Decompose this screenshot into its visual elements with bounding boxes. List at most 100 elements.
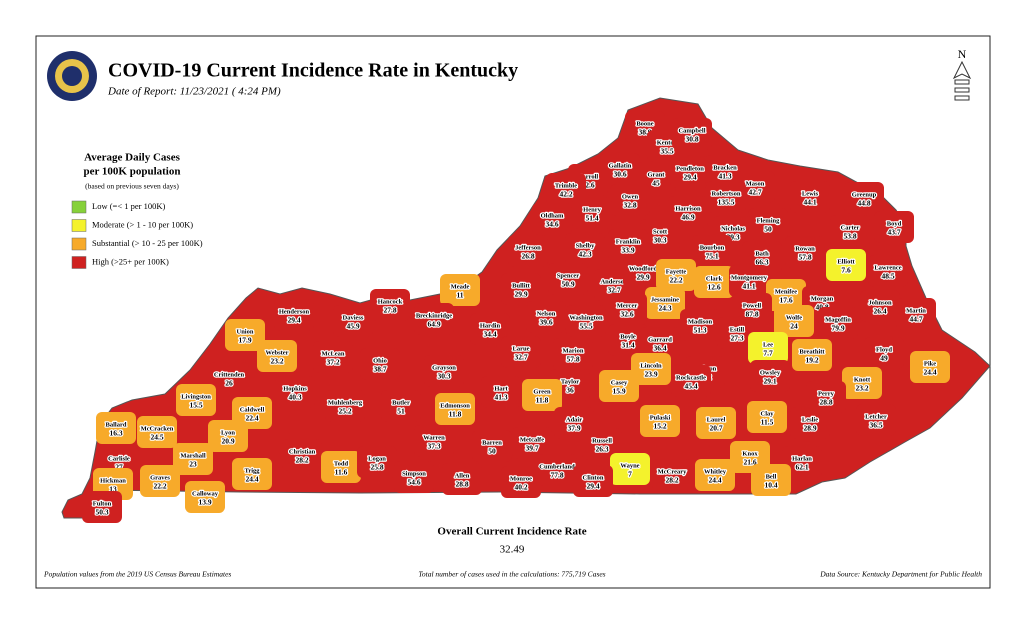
county-name: McLean: [321, 350, 344, 357]
county-name: Hart: [494, 385, 508, 392]
county-name: Bracken: [713, 164, 737, 171]
county-area: [140, 465, 180, 497]
county-value: 28.2: [295, 456, 308, 465]
county-area: [470, 313, 510, 345]
county-name: Franklin: [616, 238, 641, 245]
county-value: 30.8: [685, 135, 698, 144]
county-area: [774, 305, 814, 337]
county-value: 11.5: [761, 418, 774, 427]
county-value: 35.5: [660, 147, 673, 156]
county-area: [864, 337, 904, 369]
county-value: 66.3: [755, 258, 768, 267]
county-value: 41.1: [742, 282, 755, 291]
county-area: [282, 439, 322, 471]
county-area: [792, 339, 832, 371]
county-name: Edmonson: [440, 402, 470, 409]
county-name: Nelson: [537, 310, 556, 317]
county-name: Taylor: [561, 378, 579, 385]
county-name: Scott: [653, 228, 668, 235]
county-name: Mercer: [617, 302, 638, 309]
county-area: [82, 491, 122, 523]
county-value: 32.7: [607, 286, 620, 295]
county-value: 23.2: [270, 357, 283, 366]
county-area: [695, 459, 735, 491]
county-name: Montgomery: [731, 274, 768, 281]
county-name: Hardin: [480, 322, 501, 329]
county-value: 50.3: [95, 508, 108, 517]
county-area: [607, 293, 647, 325]
county-area: [785, 236, 825, 268]
county-value: 57.8: [566, 355, 579, 364]
county-value: 24.4: [923, 368, 936, 377]
county-value: 79.9: [831, 324, 844, 333]
county-value: 7.6: [841, 266, 851, 275]
county-area: [790, 407, 830, 439]
county-name: Spencer: [557, 272, 580, 279]
county-value: 29.1: [763, 377, 776, 386]
county-area: [333, 305, 373, 337]
county-name: Anderson: [600, 278, 627, 285]
county-area: [553, 338, 593, 370]
county-name: Lyon: [221, 429, 235, 436]
county-value: 32.8: [623, 201, 636, 210]
county-value: 26.8: [521, 252, 534, 261]
summary-value: 32.49: [500, 544, 525, 556]
county-area: [842, 367, 882, 399]
county-area: [680, 309, 720, 341]
county-area: [96, 412, 136, 444]
county-value: 37.9: [567, 424, 580, 433]
county-value: 57.8: [798, 253, 811, 262]
county-value: 39.6: [539, 318, 552, 327]
county-value: 45.9: [346, 322, 359, 331]
county-area: [394, 461, 434, 493]
county-area: [185, 481, 225, 513]
county-name: Owen: [622, 193, 639, 200]
county-name: Madison: [688, 318, 713, 325]
legend-label: Substantial (> 10 - 25 per 100K): [92, 238, 203, 248]
county-name: Bourbon: [700, 244, 725, 251]
county-name: Garrard: [648, 336, 672, 343]
county-value: 24.5: [150, 433, 163, 442]
county-name: Carter: [841, 224, 860, 231]
county-value: 7: [628, 470, 632, 479]
county-name: Bullitt: [512, 282, 531, 289]
county-area: [313, 341, 353, 373]
county-name: Cumberland: [539, 463, 575, 470]
county-value: 10.4: [764, 481, 777, 490]
county-name: Calloway: [192, 490, 219, 497]
county-area: [640, 405, 680, 437]
county-value: 11: [456, 291, 463, 300]
county-name: Ballard: [106, 421, 127, 428]
county-name: Rowan: [795, 245, 815, 252]
legend-swatch: [71, 219, 87, 232]
county-value: 51: [397, 407, 405, 416]
legend-label: Moderate (> 1 - 10 per 100K): [92, 219, 193, 229]
county-area: [747, 401, 787, 433]
county-value: 15.9: [612, 387, 625, 396]
county-area: [748, 332, 788, 364]
county-name: Floyd: [876, 346, 892, 353]
county-area: [321, 451, 361, 483]
county-value: 29.4: [287, 316, 300, 325]
title: COVID-19 Current Incidence Rate in Kentu…: [108, 60, 518, 82]
county-area: [508, 235, 548, 267]
county-value: 33.9: [621, 246, 634, 255]
county-name: Powell: [743, 302, 762, 309]
county-area: [209, 362, 249, 394]
county-value: 25.8: [370, 463, 383, 472]
county-area: [370, 289, 410, 321]
county-value: 135.5: [718, 198, 735, 207]
county-value: 39.3: [726, 233, 739, 242]
legend: Average Daily Cases per 100K population …: [71, 152, 203, 269]
county-name: Muhlenberg: [328, 399, 363, 406]
footer-center: Total number of cases used in the calcul…: [418, 570, 605, 579]
county-value: 23.9: [644, 370, 657, 379]
county-name: Shelby: [576, 242, 596, 249]
county-value: 13: [109, 485, 117, 494]
county-name: Butler: [392, 399, 410, 406]
county-area: [537, 454, 577, 486]
county-area: [910, 351, 950, 383]
county-value: 36.4: [653, 344, 666, 353]
county-name: Elliott: [837, 258, 855, 265]
county-name: Larue: [513, 345, 530, 352]
